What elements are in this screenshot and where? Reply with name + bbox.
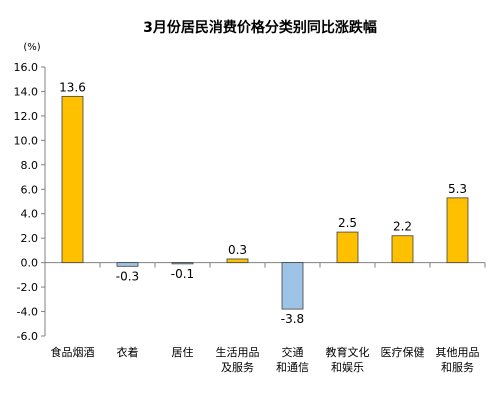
data-label: 2.5: [338, 216, 357, 230]
category-label: 生活用品: [216, 345, 260, 359]
bar: [61, 95, 84, 264]
bar: [116, 262, 139, 267]
category-label: 食品烟酒: [51, 345, 95, 359]
data-label: -3.8: [281, 312, 304, 326]
category-label: 衣着: [117, 345, 139, 359]
data-label: -0.1: [171, 267, 194, 281]
data-label: -0.3: [116, 269, 139, 283]
y-tick-label: 12.0: [14, 110, 39, 123]
category-label: 交通: [282, 345, 304, 359]
y-tick-label: 14.0: [14, 85, 39, 98]
y-tick-label: 8.0: [21, 159, 39, 172]
data-label: 0.3: [228, 243, 247, 257]
y-tick-label: 4.0: [21, 208, 39, 221]
y-tick-label: -4.0: [17, 306, 38, 319]
bar: [446, 197, 469, 264]
data-label: 13.6: [59, 80, 86, 94]
category-label: 和通信: [276, 361, 309, 374]
y-tick-label: -2.0: [17, 281, 38, 294]
data-labels: 13.6 -0.3 -0.1 0.3 -3.8 2.5 2.2 5.3: [59, 80, 467, 326]
y-tick-label: 10.0: [14, 134, 39, 147]
bar: [281, 262, 304, 310]
bar: [226, 258, 249, 264]
y-tick-label: 0.0: [21, 257, 39, 270]
y-tick-label: -6.0: [17, 330, 38, 343]
category-label: 医疗保健: [381, 345, 425, 359]
y-axis-unit: (%): [23, 42, 40, 53]
category-label: 其他用品: [436, 346, 480, 359]
axes: 16.0 14.0 12.0 10.0 8.0 6.0 4.0 2.0 0.0 -2.0 -4.0 -…: [14, 61, 486, 343]
bar: [336, 231, 359, 264]
bars: [61, 95, 469, 310]
category-label: 居住: [172, 345, 194, 359]
category-label: 及服务: [221, 361, 254, 374]
category-label: 教育文化: [326, 345, 370, 359]
data-label: 2.2: [393, 220, 412, 234]
bar: [391, 235, 414, 264]
data-label: 5.3: [448, 182, 467, 196]
category-label: 和娱乐: [331, 360, 364, 374]
bar: [171, 262, 194, 265]
y-tick-label: 6.0: [21, 183, 39, 196]
y-tick-label: 16.0: [14, 61, 39, 74]
chart-title: 3月份居民消费价格分类别同比涨跌幅: [143, 19, 377, 36]
category-label: 和服务: [441, 361, 474, 374]
y-tick-label: 2.0: [21, 232, 39, 245]
